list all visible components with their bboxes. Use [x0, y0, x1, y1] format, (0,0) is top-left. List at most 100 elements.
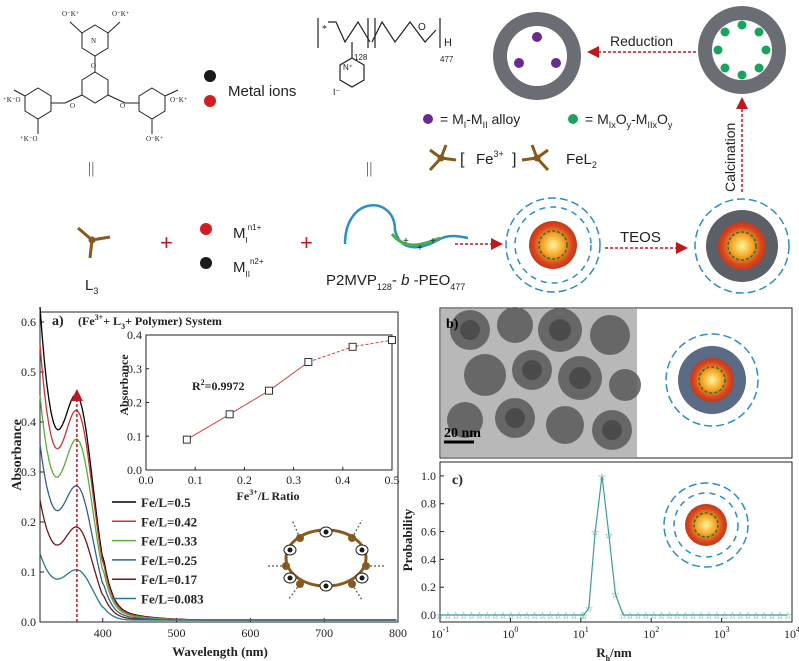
- svg-text:O⁻K⁺: O⁻K⁺: [62, 10, 80, 18]
- inset-point: [265, 386, 273, 395]
- dls-point: ☆: [728, 611, 737, 622]
- coordination-ring-icon: [268, 519, 384, 601]
- micelle-1: [505, 197, 601, 293]
- polymer-subscript-477: 477: [440, 55, 454, 64]
- dls-point: ☆: [451, 611, 460, 622]
- ligand-structure: [13, 21, 179, 134]
- inset-frame: [145, 334, 393, 471]
- dls-point: ☆: [736, 611, 745, 622]
- alloy-legend: = MI-MII alloy: [440, 111, 520, 130]
- inset-chart: 0.0 0.1 0.2 0.3 0.4 0.0 0.1 0.2 0.3 0.4 0.5: [127, 328, 400, 487]
- y-tick-label: 0.4: [21, 415, 36, 429]
- panel-b-label: b): [446, 317, 459, 332]
- inset-fit-line: [186, 361, 309, 441]
- y-tick-label: 0.1: [21, 565, 36, 579]
- micelle-silica-b: [665, 333, 759, 427]
- dls-point: ☆: [657, 611, 666, 622]
- dls-point: ☆: [665, 611, 674, 622]
- hollow-sphere-alloy: [493, 12, 581, 100]
- polymer-counter-ion: I⁻: [333, 87, 341, 97]
- svg-text:O: O: [91, 62, 96, 70]
- dls-point: ☆: [436, 611, 445, 622]
- svg-text:O⁻K⁺: O⁻K⁺: [146, 135, 164, 143]
- inset-r2-annotation: R2=0.9972: [192, 378, 245, 393]
- y-tick-label: 0.3: [21, 465, 36, 479]
- charge-plus-1: +: [403, 236, 409, 247]
- panel-a-label: a): [52, 314, 64, 329]
- dls-point: ☆: [577, 611, 586, 622]
- dls-point: ☆: [649, 611, 658, 622]
- scale-bar-label: 20 nm: [444, 426, 481, 441]
- dls-point: ☆: [598, 472, 607, 483]
- c-y-tick-label: 0.6: [421, 525, 436, 539]
- fel2-label: FeL2: [566, 151, 597, 170]
- dls-point: ☆: [696, 611, 705, 622]
- metal2-dot-icon: [200, 257, 212, 269]
- dls-point: ☆: [681, 611, 690, 622]
- dls-point: ☆: [522, 611, 531, 622]
- polymer-star: *: [322, 24, 327, 35]
- dls-point: ☆: [443, 611, 452, 622]
- inset-x-tick-label: 0.0: [139, 473, 154, 487]
- dls-point: ☆: [491, 611, 500, 622]
- inset-point: [225, 410, 234, 419]
- x-tick-label: 800: [389, 626, 407, 640]
- c-x-tick-label: 103: [714, 625, 730, 641]
- dls-point: ☆: [475, 611, 484, 622]
- dls-point: ☆: [704, 611, 713, 622]
- micelle-c: [663, 482, 749, 568]
- inset-x-tick-label: 0.4: [335, 473, 350, 487]
- inset-y-tick-label: 0.1: [127, 429, 142, 443]
- metal1-label: MIn1+: [233, 223, 262, 245]
- ligand-l3-label: L3: [85, 277, 98, 296]
- dls-point: ☆: [767, 611, 776, 622]
- panel-c: 0.00.20.40.60.81.010-1 100 101 102 103 104☆☆☆…: [400, 461, 799, 661]
- dls-line: [440, 475, 788, 616]
- dls-point: ☆: [744, 611, 753, 622]
- dls-point: ☆: [752, 611, 761, 622]
- plus-sign-1: +: [160, 230, 173, 255]
- dls-point: ☆: [562, 611, 571, 622]
- c-y-tick-label: 1.0: [421, 469, 436, 483]
- inset-y-tick-label: 0.2: [127, 396, 142, 410]
- teos-label: TEOS: [620, 229, 661, 246]
- inset-x-tick-label: 0.5: [385, 473, 400, 487]
- plus-sign-2: +: [300, 230, 313, 255]
- c-x-tick-label: 101: [573, 625, 589, 641]
- uv-vis-chart: 0.0 0.1 0.2 0.3 0.4 0.5 0.6 400 500 600 700 800: [21, 307, 407, 640]
- svg-text:O: O: [70, 102, 75, 110]
- equals-mark-2: ||: [366, 160, 372, 177]
- oxide-dot-icon: [568, 114, 578, 124]
- dls-point: ☆: [641, 611, 650, 622]
- dls-point: ☆: [720, 611, 729, 622]
- metal-ions-label: Metal ions: [228, 83, 296, 100]
- ligand-l3-node: [88, 236, 96, 244]
- c-y-tick-label: 0.8: [421, 497, 436, 511]
- svg-text:O⁻K⁺: O⁻K⁺: [112, 10, 130, 18]
- dls-point: ☆: [619, 611, 628, 622]
- polymer-subscript-128: 128: [354, 53, 368, 62]
- inset-y-tick-label: 0.3: [127, 362, 142, 376]
- dls-chart: 0.00.20.40.60.81.010-1 100 101 102 103 104☆☆☆…: [421, 461, 799, 641]
- inset-xlabel: Fe3+/L Ratio: [237, 488, 300, 503]
- dls-point: ☆: [499, 611, 508, 622]
- dls-point: ☆: [673, 611, 682, 622]
- dls-point: ☆: [584, 604, 593, 615]
- hollow-sphere-oxide: [698, 6, 786, 94]
- svg-text:N: N: [91, 37, 96, 45]
- dls-point: ☆: [760, 611, 769, 622]
- reduction-label: Reduction: [610, 33, 673, 49]
- inset-point: [304, 358, 313, 366]
- chart-a-frame: [39, 311, 399, 623]
- chart-c-ylabel: Probability: [400, 508, 415, 571]
- dls-point: ☆: [633, 611, 642, 622]
- svg-text:O: O: [120, 102, 125, 110]
- legend-label: Fe/L=0.33: [141, 534, 198, 549]
- dls-point: ☆: [483, 611, 492, 622]
- legend-label: Fe/L=0.17: [141, 572, 198, 587]
- inset-x-tick-label: 0.2: [237, 473, 252, 487]
- polymer-end-group: H: [444, 37, 452, 49]
- c-x-tick-label: 100: [502, 625, 518, 641]
- chart-a-ylabel: Absorbance: [10, 419, 25, 491]
